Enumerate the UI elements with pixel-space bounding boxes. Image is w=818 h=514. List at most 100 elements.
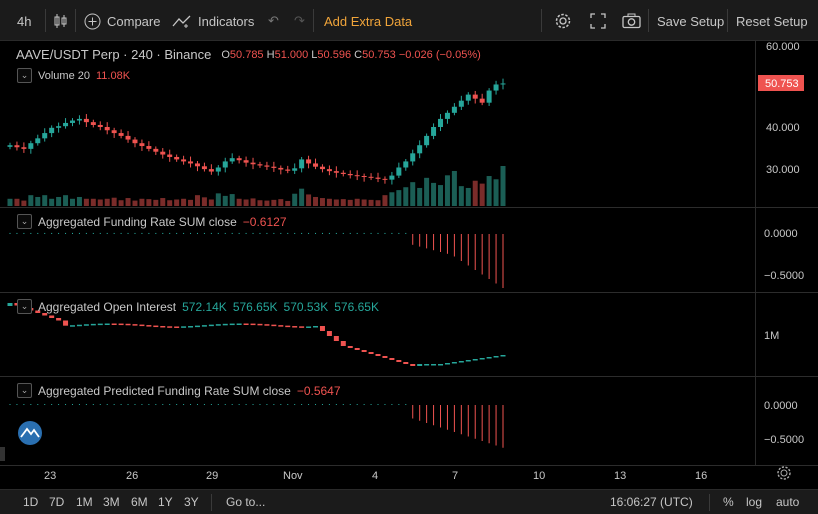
volume-bar [354, 198, 360, 206]
candle-body [347, 173, 353, 176]
range-7d-button[interactable]: 7D [49, 495, 65, 509]
predicted-bar [196, 404, 198, 405]
percent-scale-toggle[interactable]: % [723, 495, 734, 509]
oi-candle [174, 326, 180, 328]
predicted-bar [120, 404, 122, 405]
time-axis-tick: 29 [206, 470, 218, 482]
go-to-button[interactable]: Go to... [226, 495, 266, 509]
utc-clock[interactable]: 16:06:27 (UTC) [610, 495, 693, 509]
candle-body [194, 163, 200, 167]
funding-bar [426, 234, 428, 249]
volume-bar [188, 199, 194, 206]
funding-bar [51, 232, 53, 234]
funding-bar [16, 232, 18, 234]
fullscreen-button[interactable] [590, 12, 606, 30]
oi-candle [215, 324, 221, 326]
volume-bar [215, 193, 221, 206]
save-setup-button[interactable]: Save Setup [657, 12, 724, 30]
price-axis-tick: 30.000 [766, 164, 800, 176]
symbol-title[interactable]: AAVE/USDT Perp · 240 · Binance [16, 47, 212, 62]
gear-icon [555, 13, 571, 29]
settings-button[interactable] [554, 12, 572, 30]
volume-series [7, 166, 506, 206]
candle-body [7, 145, 13, 147]
candle-body [410, 153, 416, 162]
volume-bar [417, 187, 423, 206]
oi-candle [153, 325, 159, 328]
time-axis-tick: 7 [452, 470, 458, 482]
funding-bar [252, 232, 254, 234]
funding-bar [453, 234, 455, 257]
log-scale-toggle[interactable]: log [746, 495, 763, 509]
range-3m-button[interactable]: 3M [103, 495, 120, 509]
toolbar-divider [541, 9, 542, 32]
indicators-button[interactable]: Indicators [172, 12, 254, 30]
predicted-bar [294, 404, 296, 405]
volume-bar [236, 198, 242, 206]
auto-scale-toggle[interactable]: auto [776, 495, 800, 509]
candle-body [257, 164, 263, 166]
redo-button[interactable]: ↷ [294, 12, 305, 30]
range-1d-button[interactable]: 1D [23, 495, 39, 509]
add-extra-data-button[interactable]: Add Extra Data [324, 12, 412, 30]
collapse-volume-button[interactable]: ⌄ [17, 68, 32, 83]
undo-button[interactable]: ↶ [268, 12, 279, 30]
range-6m-button[interactable]: 6M [131, 495, 148, 509]
candle-body [417, 145, 423, 154]
ohlc-values: O50.785 H51.000 L50.596 C50.753 −0.026 (… [221, 49, 480, 61]
predicted-bar [266, 404, 268, 405]
chart-canvas[interactable]: 60.000 40.000 30.000 50.753 0.0000 −0.50… [0, 41, 818, 489]
funding-bar [294, 232, 296, 234]
oi-candle [326, 331, 332, 336]
predicted-bar [405, 404, 407, 405]
candle-body [319, 166, 325, 170]
predicted-bar [190, 404, 192, 405]
interval-button[interactable]: 4h [17, 12, 31, 30]
funding-label: Aggregated Funding Rate SUM close [38, 214, 237, 229]
volume-value: 11.08K [95, 69, 131, 82]
funding-bar [335, 232, 337, 234]
left-panel-handle[interactable] [0, 447, 5, 461]
collapse-funding-button[interactable]: ⌄ [17, 214, 32, 229]
volume-bar [56, 196, 62, 206]
volume-bar [306, 194, 312, 206]
time-axis-tick: 26 [126, 470, 138, 482]
chevron-down-icon: ⌄ [20, 301, 29, 311]
volume-bar [104, 198, 110, 206]
oi-candle [146, 325, 152, 327]
reset-setup-button[interactable]: Reset Setup [736, 12, 808, 30]
funding-bar [495, 234, 497, 284]
collapse-oi-button[interactable]: ⌄ [17, 299, 32, 314]
toolbar-divider [75, 9, 76, 32]
candle-body [188, 161, 194, 164]
funding-bar [190, 232, 192, 234]
candle-body [403, 161, 409, 168]
range-1y-button[interactable]: 1Y [158, 495, 173, 509]
range-3y-button[interactable]: 3Y [184, 495, 199, 509]
predicted-bar [273, 404, 275, 405]
range-1m-button[interactable]: 1M [76, 495, 93, 509]
last-price-badge [758, 75, 804, 91]
chart-area[interactable]: 60.000 40.000 30.000 50.753 0.0000 −0.50… [0, 41, 818, 489]
compare-button[interactable]: Compare [84, 12, 160, 30]
predicted-bar [231, 404, 233, 405]
oi-candle [431, 364, 437, 366]
candle-style-button[interactable] [53, 12, 67, 30]
time-axis-settings-button[interactable] [777, 466, 791, 480]
funding-bar [363, 232, 365, 234]
screenshot-button[interactable] [622, 12, 641, 30]
funding-bar [391, 232, 393, 234]
gear-icon-teeth [777, 466, 791, 480]
volume-bar [90, 198, 96, 206]
oi-candle [35, 310, 41, 313]
predicted-bar [363, 404, 365, 405]
collapse-predicted-button[interactable]: ⌄ [17, 383, 32, 398]
time-axis-tick: 4 [372, 470, 378, 482]
oi-candle [188, 326, 194, 328]
funding-axis-tick: 0.0000 [764, 228, 798, 240]
funding-bar [474, 234, 476, 270]
candle-body [201, 166, 207, 170]
indicators-label: Indicators [198, 13, 255, 29]
volume-bar [49, 198, 55, 206]
oi-candle [125, 323, 131, 326]
